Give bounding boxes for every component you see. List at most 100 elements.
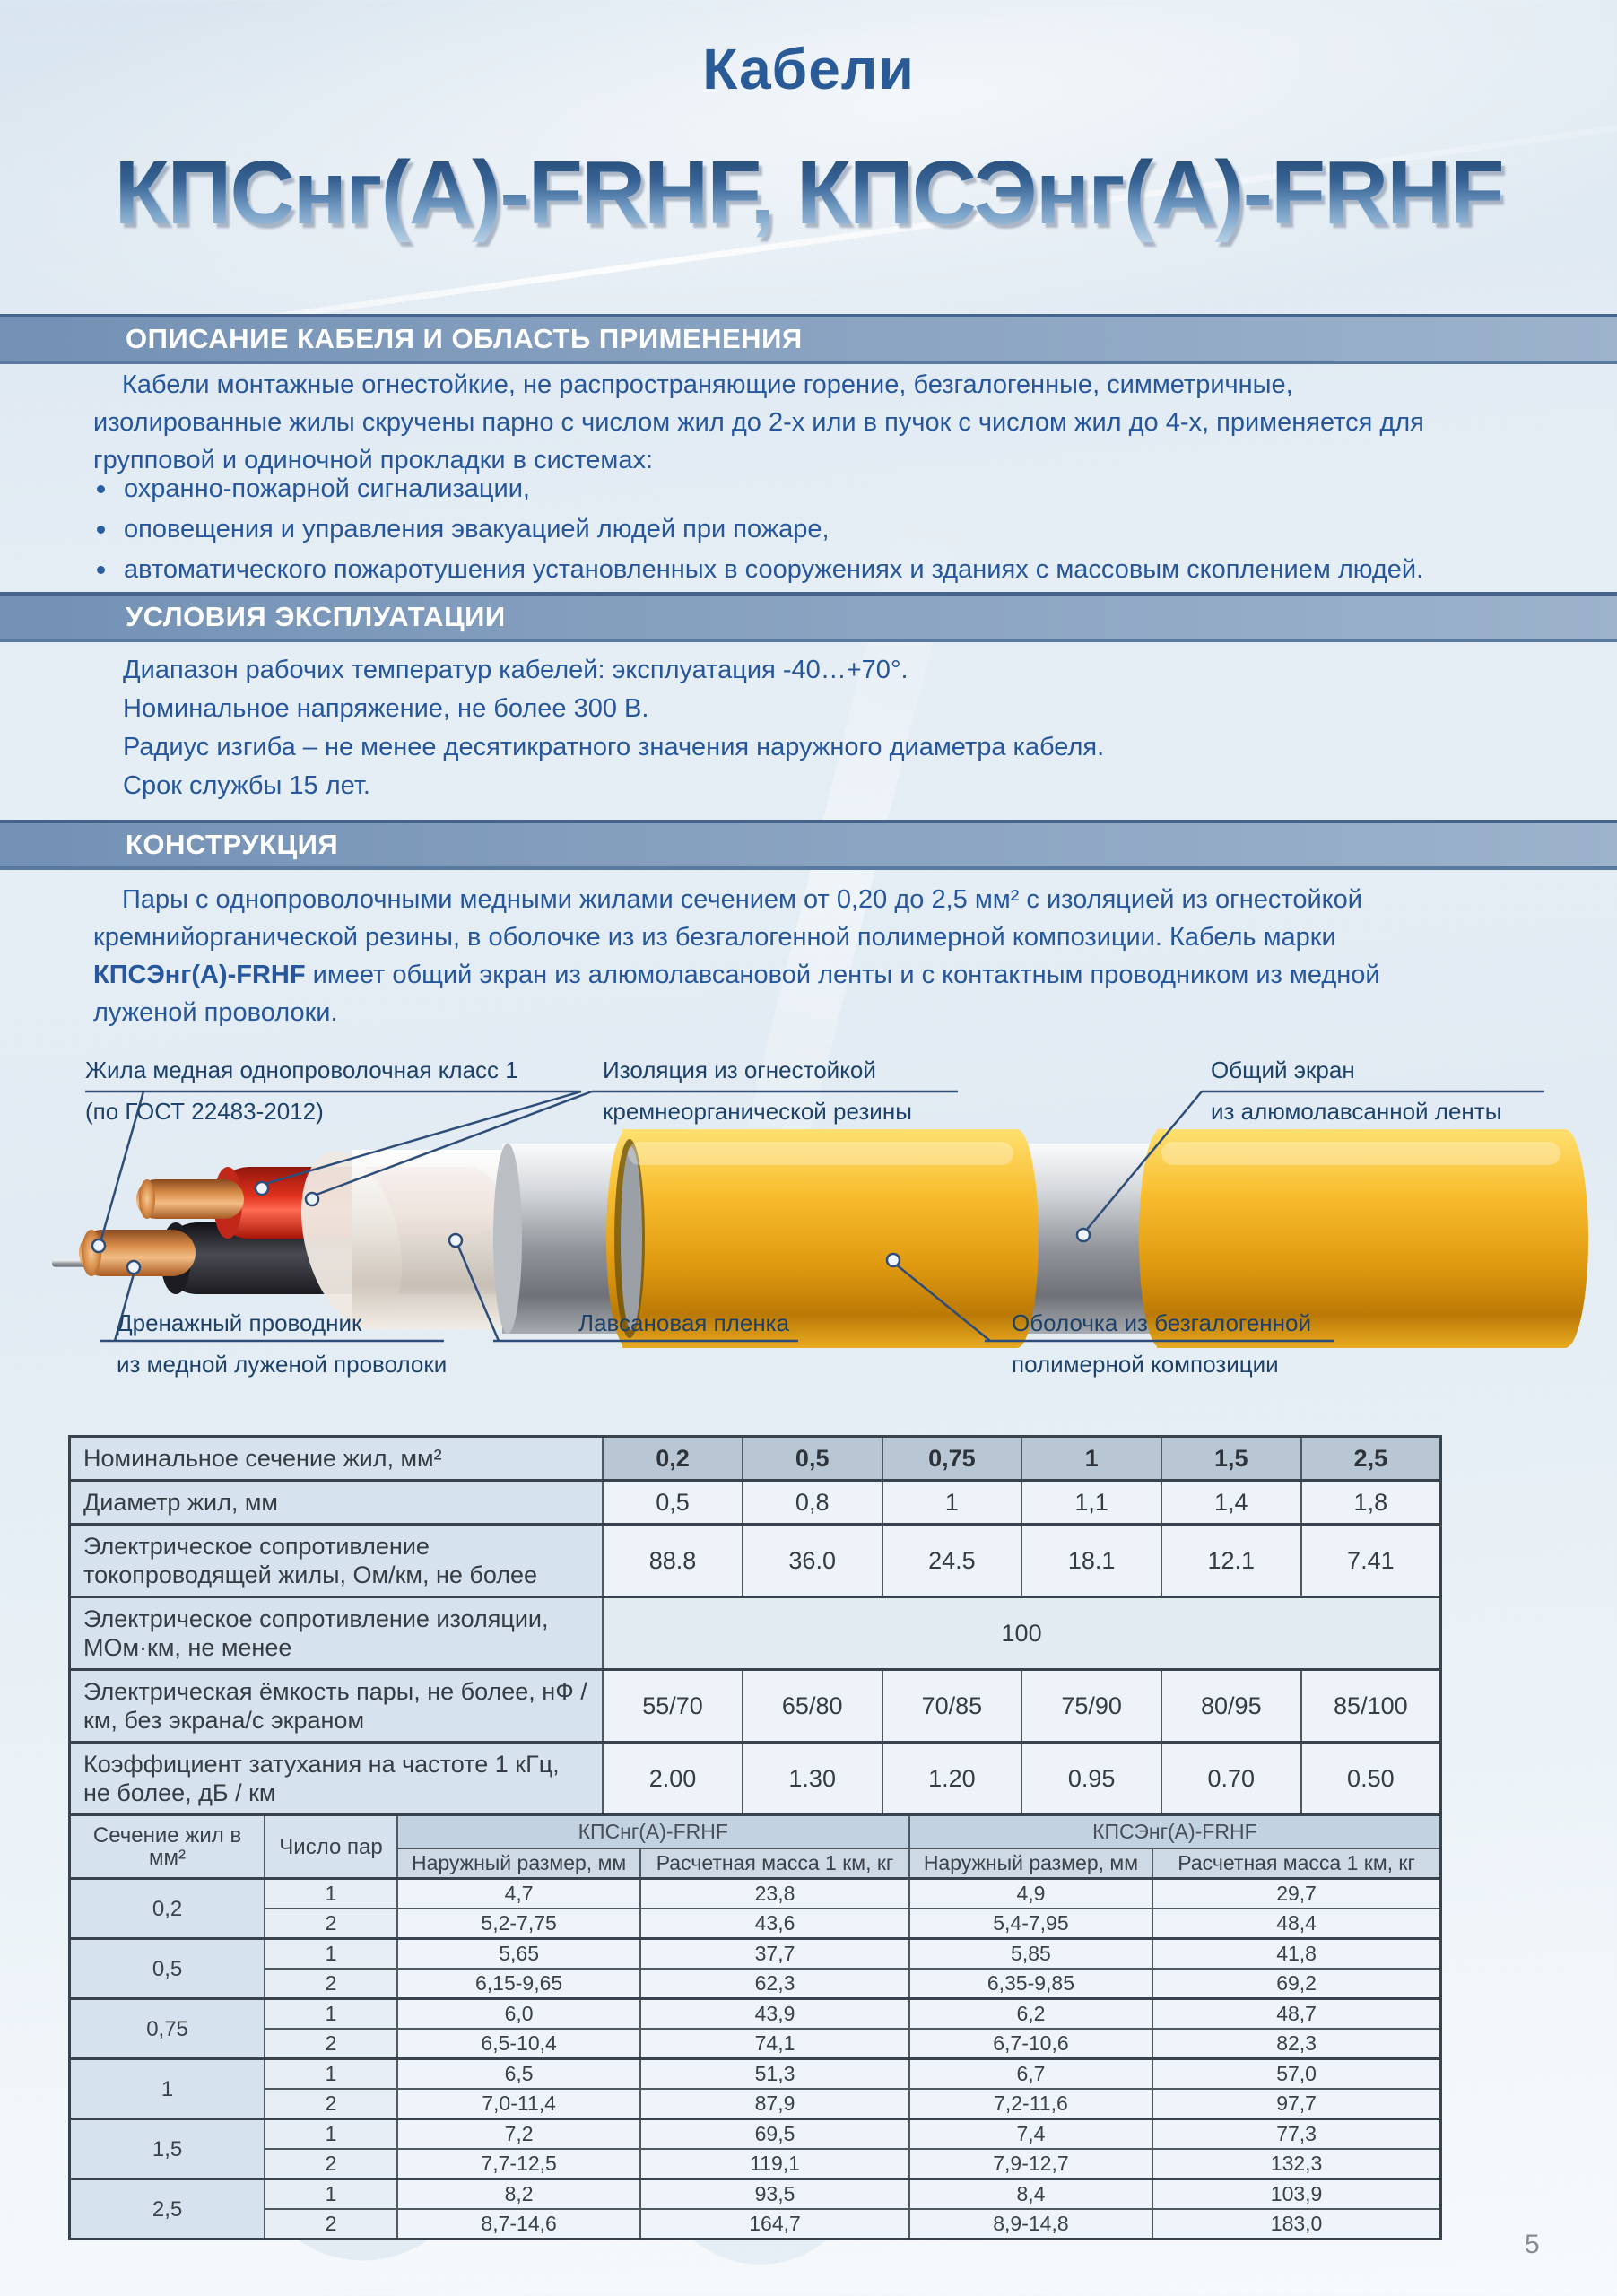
table-row: Номинальное сечение жил, мм² 0,2 0,5 0,7… [68,1435,1442,1482]
row-label: Диаметр жил, мм [68,1479,604,1526]
section-cell: 0,5 [68,1937,266,2000]
row-label: Электрическое сопротивление изоляции, МО… [68,1596,604,1671]
list-item-text: оповещения и управления эвакуацией людей… [124,515,830,544]
table-cell: 2 [264,2028,398,2060]
table-row: 2 7,0-11,4 87,9 7,2-11,6 97,7 [70,2088,1442,2120]
section-heading: УСЛОВИЯ ЭКСПЛУАТАЦИИ [126,601,506,632]
table-cell: 1 [264,2118,398,2150]
label-copper-core: Жила медная однопроволочная класс 1 [85,1057,518,1083]
table-cell: 36.0 [741,1523,883,1598]
table-cell: 6,35-9,85 [908,1968,1154,2000]
table-cell: 18.1 [1021,1523,1162,1598]
table-cell: 80/95 [1160,1668,1302,1744]
leader-lines [85,1090,1544,1343]
table-row: 2 6,5-10,4 74,1 6,7-10,6 82,3 [70,2028,1442,2060]
table-cell: 0,75 [881,1435,1023,1482]
table-row: 2 7,7-12,5 119,1 7,9-12,7 132,3 [70,2148,1442,2180]
table-cell: 41,8 [1152,1937,1442,1970]
table-row: 2 8,7-14,6 164,7 8,9-14,8 183,0 [70,2208,1442,2240]
list-item: охранно-пожарной сигнализации, [97,470,1469,508]
table-cell: 2 [264,2208,398,2240]
section-cell: 1,5 [68,2118,266,2180]
table-cell: 37,7 [639,1937,910,1970]
row-label: Номинальное сечение жил, мм² [68,1435,604,1482]
dimensions-mass-table: Сечение жил в мм² Число пар КПСнг(А)-FRH… [68,1813,1442,2240]
table-cell: 6,5 [396,2057,642,2090]
table-cell: 6,5-10,4 [396,2028,642,2060]
table-cell: 2,5 [1300,1435,1442,1482]
construction-text: имеет общий экран из алюмолавсановой лен… [93,961,1380,1027]
label-copper-core-2: (по ГОСТ 22483-2012) [85,1098,324,1125]
label-sheath: Оболочка из безгалогенной [1012,1309,1311,1336]
table-cell: 1,5 [1160,1435,1302,1482]
cable-model-bold: КПСЭнг(А)-FRHF [93,961,306,989]
table-cell: 164,7 [639,2208,910,2240]
section-header-description: ОПИСАНИЕ КАБЕЛЯ И ОБЛАСТЬ ПРИМЕНЕНИЯ [0,314,1617,364]
condition-line: Радиус изгиба – не менее десятикратного … [123,733,1105,761]
section-cell: 0,75 [68,1997,266,2060]
table-cell: 48,4 [1152,1908,1442,1940]
table-cell: 1 [264,2057,398,2090]
list-item-text: автоматического пожаротушения установлен… [124,555,1424,584]
table-row: 0,2 1 4,7 23,8 4,9 29,7 [68,1877,1442,1940]
table-cell: 6,7-10,6 [908,2028,1154,2060]
table-cell: 5,65 [396,1937,642,1970]
list-item: оповещения и управления эвакуацией людей… [97,510,1469,548]
table-cell: 5,2-7,75 [396,1908,642,1940]
table-cell: 7,9-12,7 [908,2148,1154,2180]
table-header-row: Сечение жил в мм² Число пар КПСнг(А)-FRH… [68,1813,1442,1880]
table-cell: 2 [264,2148,398,2180]
table-cell: 77,3 [1152,2118,1442,2150]
table-row: Электрическая ёмкость пары, не более, нФ… [68,1668,1442,1744]
table-row: 2 5,2-7,75 43,6 5,4-7,95 48,4 [70,1908,1442,1940]
table-cell: 87,9 [639,2088,910,2120]
table-cell: 0.95 [1021,1741,1162,1816]
column-header-section: Сечение жил в мм² [68,1813,266,1880]
table-row: 2 6,15-9,65 62,3 6,35-9,85 69,2 [70,1968,1442,2000]
section-header-construction: КОНСТРУКЦИЯ [0,820,1617,870]
label-drain-wire: Дренажный проводник [117,1309,362,1336]
cable-structure-diagram: Жила медная однопроволочная класс 1 (по … [0,1054,1617,1431]
table-cell: 0,8 [741,1479,883,1526]
table-cell: 8,4 [908,2178,1154,2210]
page-number: 5 [1525,2230,1540,2259]
table-cell: 7,4 [908,2118,1154,2150]
cable-art [52,1129,1588,1348]
operation-conditions: Диапазон рабочих температур кабелей: экс… [123,651,1486,805]
table-cell: 62,3 [639,1968,910,2000]
application-list: охранно-пожарной сигнализации, оповещени… [97,470,1469,591]
subheader-size: Наружный размер, мм [908,1848,1154,1880]
table-cell: 4,7 [396,1877,642,1909]
label-screen: Общий экран [1211,1057,1355,1083]
table-cell: 97,7 [1152,2088,1442,2120]
table-cell: 1,1 [1021,1479,1162,1526]
label-drain-wire-2: из медной луженой проволоки [117,1351,448,1378]
table-cell: 43,6 [639,1908,910,1940]
table-cell: 119,1 [639,2148,910,2180]
table-cell: 7,7-12,5 [396,2148,642,2180]
section-header-operation: УСЛОВИЯ ЭКСПЛУАТАЦИИ [0,592,1617,642]
table-cell: 0,2 [602,1435,743,1482]
table-row: 2,5 1 8,2 93,5 8,4 103,9 [68,2178,1442,2240]
construction-text: Пары с однопроволочными медными жилами с… [93,885,1362,952]
table-cell: 1 [264,2178,398,2210]
table-cell: 2 [264,2088,398,2120]
table-cell: 2.00 [602,1741,743,1816]
table-cell: 48,7 [1152,1997,1442,2030]
table-cell: 5,4-7,95 [908,1908,1154,1940]
table-row: Электрическое сопротивление изоляции, МО… [68,1596,1442,1671]
cable-illustration [52,1090,1588,1348]
bullet-icon [97,566,105,574]
table-cell: 2 [264,1908,398,1940]
electrical-characteristics-table: Номинальное сечение жил, мм² 0,2 0,5 0,7… [68,1435,1442,1816]
bullet-icon [97,485,105,493]
label-screen-2: из алюмолавсанной ленты [1211,1098,1502,1125]
table-cell: 1.30 [741,1741,883,1816]
table-cell: 8,9-14,8 [908,2208,1154,2240]
section-cell: 2,5 [68,2178,266,2240]
table-cell: 103,9 [1152,2178,1442,2210]
subheader-size: Наружный размер, мм [396,1848,642,1880]
bullet-icon [97,526,105,534]
table-row: Коэффициент затухания на частоте 1 кГц, … [68,1741,1442,1816]
